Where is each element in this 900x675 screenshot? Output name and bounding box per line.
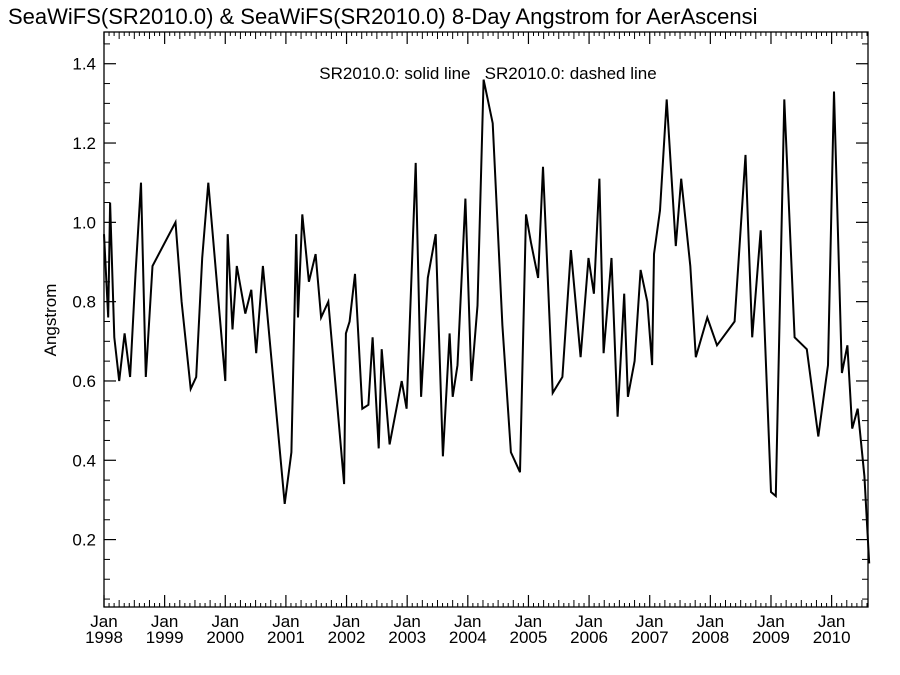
y-tick-label: 0.8 bbox=[72, 293, 96, 312]
y-tick-label: 1.4 bbox=[72, 55, 96, 74]
x-tick-label-year: 2010 bbox=[813, 628, 851, 647]
x-tick-label-year: 2008 bbox=[691, 628, 729, 647]
y-tick-label: 1.2 bbox=[72, 134, 96, 153]
x-tick-label-month: Jan bbox=[454, 612, 481, 631]
x-tick-label-year: 2003 bbox=[388, 628, 426, 647]
x-tick-label-year: 2006 bbox=[570, 628, 608, 647]
axis-ticks: 0.20.40.60.81.01.21.4Jan1998Jan1999Jan20… bbox=[72, 32, 868, 647]
x-tick-label-year: 2009 bbox=[752, 628, 790, 647]
x-tick-label-year: 2001 bbox=[267, 628, 305, 647]
x-tick-label-year: 2007 bbox=[631, 628, 669, 647]
x-tick-label-year: 2000 bbox=[206, 628, 244, 647]
x-tick-label-month: Jan bbox=[636, 612, 663, 631]
x-tick-label-year: 2004 bbox=[449, 628, 487, 647]
y-tick-label: 0.6 bbox=[72, 372, 96, 391]
x-tick-label-month: Jan bbox=[333, 612, 360, 631]
y-axis-label: Angstrom bbox=[41, 284, 60, 357]
legend-text: SR2010.0: solid line SR2010.0: dashed li… bbox=[319, 64, 656, 83]
y-tick-label: 0.2 bbox=[72, 531, 96, 550]
x-tick-label-year: 1999 bbox=[146, 628, 184, 647]
y-tick-label: 0.4 bbox=[72, 451, 96, 470]
plot-frame bbox=[103, 31, 869, 608]
x-tick-label-month: Jan bbox=[697, 612, 724, 631]
x-tick-label-month: Jan bbox=[393, 612, 420, 631]
chart-title: SeaWiFS(SR2010.0) & SeaWiFS(SR2010.0) 8-… bbox=[8, 4, 758, 29]
series-group bbox=[103, 79, 871, 564]
x-tick-label-month: Jan bbox=[151, 612, 178, 631]
x-tick-label-year: 2002 bbox=[328, 628, 366, 647]
x-tick-label-month: Jan bbox=[515, 612, 542, 631]
x-tick-label-month: Jan bbox=[272, 612, 299, 631]
x-tick-label-month: Jan bbox=[575, 612, 602, 631]
y-tick-label: 1.0 bbox=[72, 213, 96, 232]
x-tick-label-year: 2005 bbox=[510, 628, 548, 647]
x-tick-label-month: Jan bbox=[90, 612, 117, 631]
x-tick-label-year: 1998 bbox=[85, 628, 123, 647]
x-tick-label-month: Jan bbox=[818, 612, 845, 631]
x-tick-label-month: Jan bbox=[757, 612, 784, 631]
series-line-solid bbox=[103, 79, 871, 564]
x-tick-label-month: Jan bbox=[212, 612, 239, 631]
